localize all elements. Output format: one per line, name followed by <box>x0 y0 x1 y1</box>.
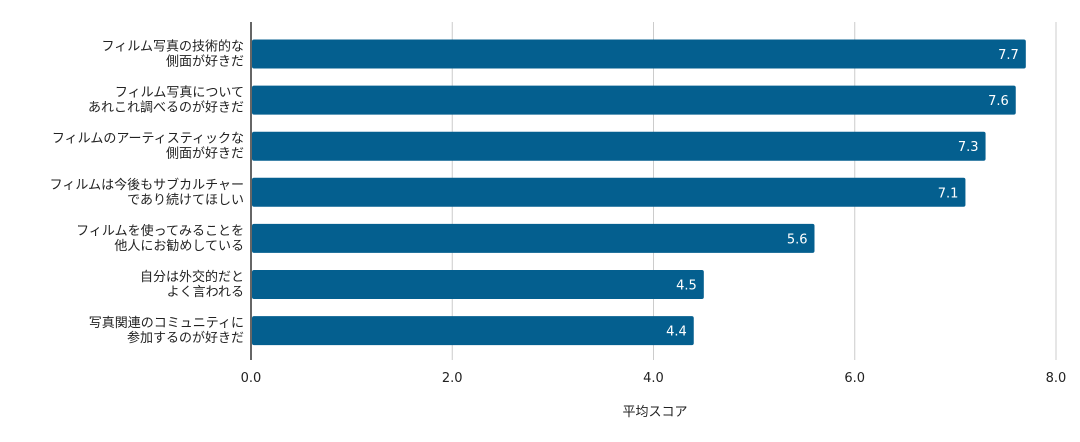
bar-value-label: 7.1 <box>938 186 959 201</box>
bar <box>252 270 704 299</box>
category-label: フィルムを使ってみることを他人にお勧めしている <box>76 223 244 254</box>
bar <box>252 223 815 253</box>
bar <box>252 177 966 207</box>
labels: 0.0 2.0 4.0 6.0 8.0 7.7 フィルム写真の技術的な側面が好きだ 7.6 フィ… <box>50 39 1067 387</box>
bar-value-label: 7.6 <box>988 94 1009 109</box>
bar <box>252 131 986 161</box>
bar-value-label: 7.3 <box>958 140 979 155</box>
x-axis-title: 平均スコア <box>622 405 687 420</box>
category-label: フィルムは今後もサブカルチャーであり続けてほしい <box>50 177 244 208</box>
category-label: 写真関連のコミュニティに参加するのが好きだ <box>89 316 244 346</box>
bar <box>252 316 694 346</box>
bar-value-label: 7.7 <box>998 48 1019 63</box>
category-label: 自分は外交的だとよく言われる <box>140 269 244 300</box>
category-label: フィルム写真の技術的な側面が好きだ <box>102 39 244 70</box>
bar-value-label: 4.5 <box>676 279 697 294</box>
bar-value-label: 4.4 <box>666 325 687 340</box>
x-tick-label: 6.0 <box>844 371 865 386</box>
bar <box>252 39 1026 69</box>
bar <box>252 85 1016 115</box>
x-tick-label: 2.0 <box>442 371 463 386</box>
x-tick-label: 0.0 <box>241 371 262 386</box>
x-tick-label: 4.0 <box>643 371 664 386</box>
bars <box>252 39 1026 346</box>
category-label: フィルム写真についてあれこれ調べるのが好きだ <box>88 86 244 116</box>
bar-value-label: 5.6 <box>787 232 808 247</box>
x-tick-label: 8.0 <box>1046 371 1067 386</box>
category-label: フィルムのアーティスティックな側面が好きだ <box>52 132 244 162</box>
